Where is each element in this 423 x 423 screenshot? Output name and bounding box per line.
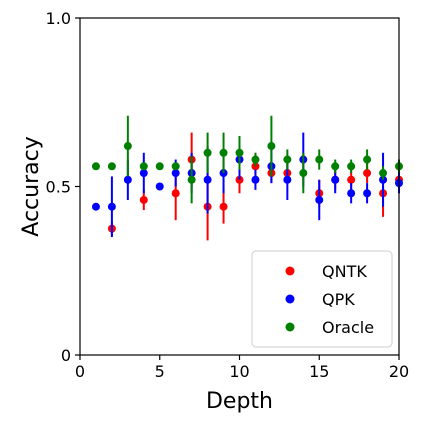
legend-marker-qpk [285,294,295,304]
oracle-point [251,155,260,164]
qpk-point [203,175,212,184]
oracle-point [155,162,164,171]
qntk-point [171,189,180,198]
legend-label-qpk: QPK [322,290,355,309]
qpk-point [91,202,100,211]
ticks-layer: 0 5 10 15 20 0 0.5 1.0 [46,9,410,381]
legend-marker-oracle [285,322,295,332]
series-oracle [91,115,403,204]
oracle-point [299,169,308,178]
legend-items: QNTK QPK Oracle [285,262,374,337]
y-tick-label: 0 [61,346,71,365]
y-tick-label: 1.0 [46,9,71,28]
oracle-point [331,162,340,171]
oracle-point [123,142,132,151]
oracle-point [139,162,148,171]
oracle-point [203,148,212,157]
qpk-point [251,175,260,184]
legend-marker-qntk [285,266,295,276]
y-axis-label: Accuracy [19,136,44,236]
oracle-point [91,162,100,171]
qpk-point [331,175,340,184]
qpk-point [363,189,372,198]
qpk-point [171,169,180,178]
oracle-point [267,142,276,151]
legend-box [251,250,393,348]
qpk-point [107,202,116,211]
qpk-point [155,182,164,191]
oracle-point [107,162,116,171]
oracle-point [379,169,388,178]
x-tick-label: 15 [309,362,329,381]
series-qpk [91,132,403,238]
oracle-point [187,175,196,184]
qpk-point [315,195,324,204]
oracle-point [219,148,228,157]
qpk-point [283,175,292,184]
oracle-point [235,148,244,157]
qntk-point [219,202,228,211]
qpk-point [139,169,148,178]
x-tick-label: 0 [75,362,85,381]
x-tick-label: 5 [155,362,165,381]
x-axis-label: Depth [206,389,273,414]
marks-layer [91,115,403,241]
oracle-point [363,155,372,164]
legend-label-qntk: QNTK [322,262,367,281]
qpk-point [123,175,132,184]
y-tick-label: 0.5 [46,178,71,197]
legend-label-oracle: Oracle [322,318,374,337]
oracle-point [315,155,324,164]
qntk-point [139,195,148,204]
oracle-point [283,155,292,164]
qpk-point [347,189,356,198]
x-tick-label: 20 [389,362,409,381]
qntk-point [363,169,372,178]
oracle-point [171,162,180,171]
legend: QNTK QPK Oracle [251,250,393,348]
x-tick-label: 10 [229,362,249,381]
oracle-point [347,162,356,171]
qntk-point [347,175,356,184]
